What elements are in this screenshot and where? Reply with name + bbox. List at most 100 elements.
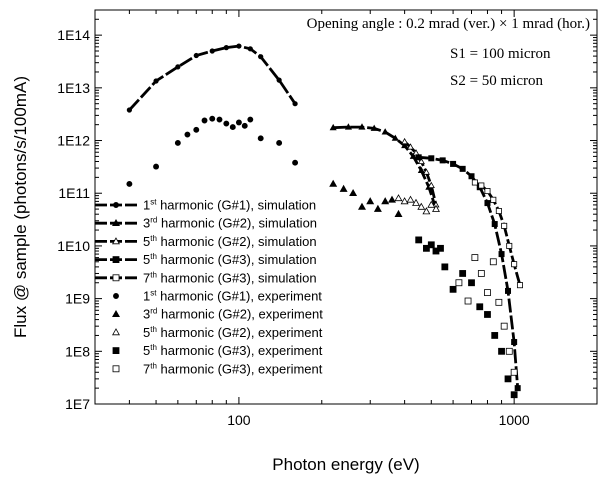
legend-label: 3rd harmonic (G#2), experiment (143, 307, 323, 322)
data-point (495, 207, 502, 214)
data-point (428, 155, 435, 162)
series-9 (415, 236, 518, 399)
data-point (235, 119, 242, 126)
data-point (478, 182, 485, 189)
data-point (401, 137, 409, 145)
legend: 1st harmonic (G#1), simulation 3rd harmon… (95, 198, 323, 376)
data-point (417, 202, 426, 210)
data-point (422, 207, 431, 215)
data-point (247, 116, 254, 123)
data-point (247, 46, 253, 52)
data-point (381, 197, 390, 205)
data-point (358, 202, 366, 210)
legend-item: 3rd harmonic (G#2), simulation (95, 216, 317, 231)
data-point (516, 282, 523, 289)
data-point (209, 115, 216, 122)
data-point (201, 117, 208, 124)
data-point (153, 163, 160, 170)
data-point (153, 78, 159, 84)
data-point (450, 160, 457, 167)
data-point (489, 258, 497, 266)
data-point (464, 297, 472, 305)
data-point (484, 311, 491, 318)
data-point (449, 285, 457, 293)
series-7 (329, 179, 403, 218)
legend-label: 5th harmonic (G#2), simulation (143, 234, 317, 249)
data-point (506, 242, 513, 249)
data-point (417, 157, 425, 165)
legend-marker (112, 256, 120, 264)
data-point (477, 270, 485, 277)
legend-label: 5th harmonic (G#3), simulation (143, 252, 317, 267)
legend-marker (113, 293, 119, 299)
data-point (484, 188, 491, 195)
legend-item: 3rd harmonic (G#2), experiment (112, 307, 323, 322)
data-point (258, 54, 264, 60)
data-point (184, 131, 191, 138)
data-point (511, 339, 518, 346)
data-point (417, 166, 425, 174)
legend-label: 5th harmonic (G#3), experiment (143, 343, 323, 358)
annotation-opening-angle: Opening angle : 0.2 mrad (ver.) × 1 mrad… (307, 16, 590, 32)
data-point (427, 200, 436, 208)
y-tick-label: 1E14 (57, 27, 90, 43)
data-point (510, 368, 518, 376)
y-axis-title: Flux @ sample (photons/s/100mA) (11, 76, 30, 338)
data-point (241, 122, 248, 129)
data-point (329, 123, 337, 131)
legend-marker (113, 202, 119, 208)
legend-item: 7th harmonic (G#3), experiment (112, 361, 323, 376)
data-point (491, 221, 498, 228)
data-point (471, 179, 478, 186)
data-point (495, 298, 503, 306)
y-tick-label: 1E9 (65, 291, 90, 307)
plot-frame (94, 9, 598, 405)
data-point (339, 184, 348, 192)
data-point (400, 197, 409, 205)
data-point (427, 181, 435, 189)
series-8 (394, 194, 440, 215)
legend-item: 5th harmonic (G#2), experiment (112, 325, 323, 340)
data-point (427, 241, 435, 249)
data-point (415, 154, 422, 161)
x-tick-label: 1000 (499, 412, 530, 428)
series-2 (329, 123, 440, 212)
legend-marker (112, 218, 120, 227)
data-point (126, 180, 133, 187)
y-tick-label: 1E7 (65, 396, 90, 412)
legend-label: 3rd harmonic (G#2), simulation (143, 216, 317, 231)
series-6 (126, 115, 299, 187)
legend-label: 7th harmonic (G#3), simulation (143, 270, 317, 285)
data-point (394, 209, 403, 218)
legend-marker (112, 365, 120, 373)
data-point (223, 120, 230, 127)
data-point (257, 135, 264, 142)
data-point (223, 44, 229, 51)
data-point (459, 165, 466, 172)
y-tick-label: 1E13 (57, 80, 90, 96)
y-tick-label: 1E12 (57, 133, 90, 149)
chart-series (126, 43, 523, 399)
legend-item: 5th harmonic (G#3), simulation (95, 252, 317, 267)
data-point (476, 303, 484, 311)
legend-marker (112, 309, 120, 318)
data-point (409, 152, 417, 159)
data-point (423, 244, 430, 252)
y-tick-label: 1E8 (65, 343, 90, 359)
legend-label: 7th harmonic (G#3), experiment (143, 361, 323, 376)
y-tick-label: 1E10 (57, 238, 90, 254)
data-point (510, 391, 518, 399)
series-line (128, 44, 297, 111)
data-point (412, 198, 420, 206)
data-point (468, 173, 475, 180)
data-point (490, 196, 497, 203)
legend-item: 7th harmonic (G#3), simulation (95, 270, 317, 285)
data-point (358, 123, 366, 130)
data-point (366, 197, 375, 205)
series-5 (471, 179, 523, 289)
legend-marker (112, 347, 120, 355)
data-point (216, 116, 223, 123)
data-point (193, 52, 199, 59)
legend-label: 5th harmonic (G#2), experiment (143, 325, 323, 340)
legend-marker (112, 274, 120, 282)
